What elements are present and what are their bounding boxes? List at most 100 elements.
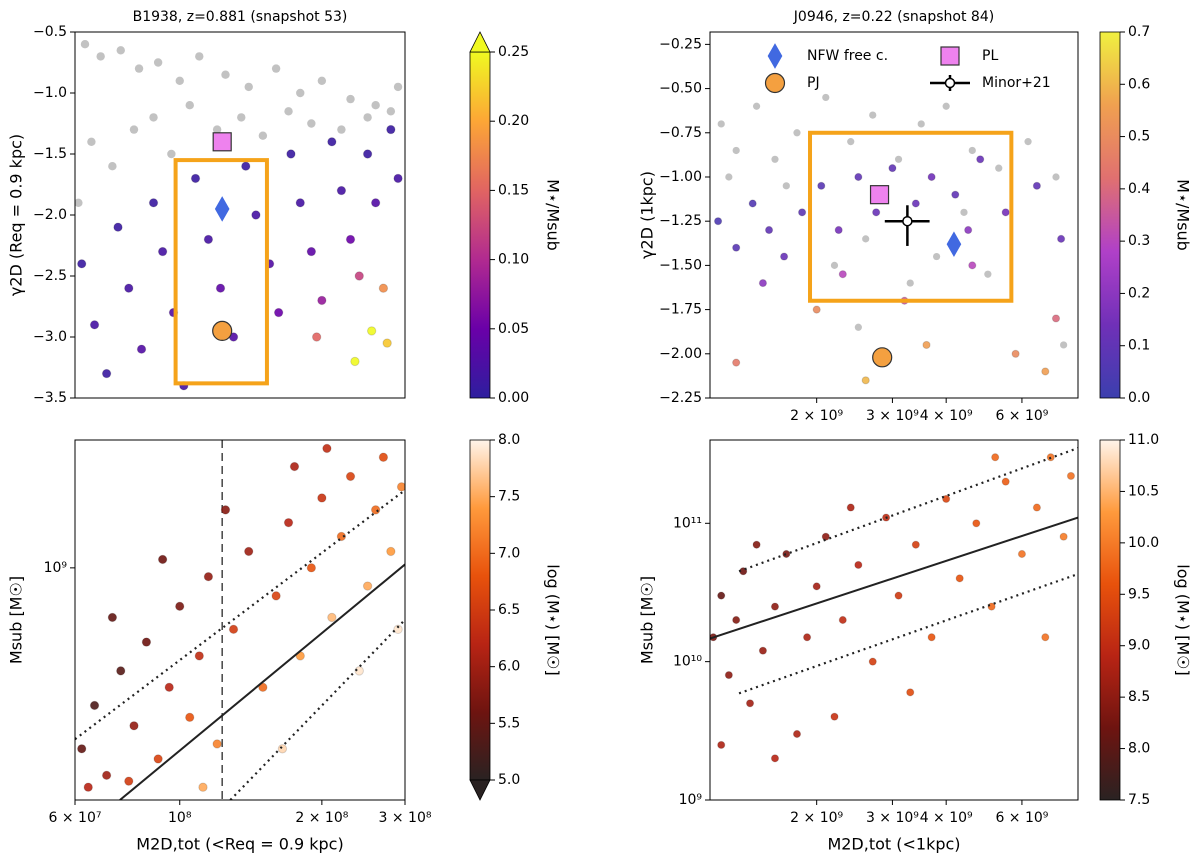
error-bar (930, 75, 970, 91)
point (124, 283, 134, 293)
axes-frame (709, 439, 1079, 801)
point (942, 102, 950, 110)
point (1059, 532, 1068, 541)
point (101, 770, 112, 781)
point (370, 198, 381, 208)
point (283, 517, 294, 528)
point (792, 729, 802, 739)
point (108, 162, 117, 171)
marker (212, 320, 233, 341)
point (732, 615, 741, 625)
point (306, 563, 317, 573)
y-tick-label: −3.5 (33, 390, 67, 406)
point (77, 744, 87, 754)
point (113, 222, 123, 232)
point (354, 666, 364, 676)
colorbar-tick-label: 10.5 (1128, 483, 1159, 499)
fit-line (119, 563, 405, 800)
fit-line (229, 618, 405, 800)
point (153, 58, 163, 67)
point (717, 591, 726, 600)
point (101, 368, 112, 379)
x-tick-label: 2 × 10⁹ (790, 408, 843, 424)
point (922, 340, 931, 350)
point (838, 270, 847, 279)
fit-line (710, 516, 1078, 640)
point (764, 225, 774, 235)
colorbar-label: log (M⋆) [M☉] (544, 564, 563, 676)
y-tick-label: −0.50 (659, 81, 702, 97)
point (167, 149, 176, 159)
point (1032, 181, 1041, 190)
point (149, 113, 158, 122)
point (378, 283, 389, 293)
point (732, 243, 741, 252)
point (228, 624, 239, 635)
point (1052, 173, 1060, 181)
point (1066, 471, 1076, 481)
plot-area (713, 93, 1068, 385)
point (798, 208, 807, 217)
colorbar (469, 439, 491, 781)
marker (869, 185, 890, 205)
point (350, 356, 360, 367)
point (717, 120, 725, 128)
colorbar-tick-label: 0.3 (1128, 233, 1150, 249)
y-tick-label: −0.5 (33, 24, 67, 40)
point (960, 208, 968, 216)
legend-label: NFW free c. (807, 48, 888, 64)
point (345, 471, 356, 482)
point (927, 172, 936, 182)
point (1001, 208, 1010, 217)
colorbar-label: M⋆/Msub (544, 179, 563, 251)
point (271, 64, 281, 73)
colorbar-tick-label: 0.05 (498, 321, 529, 337)
x-tick-label: 6 × 10⁷ (49, 810, 102, 826)
colorbar-tick-label: 7.5 (1128, 792, 1150, 808)
fit-line (738, 572, 1078, 695)
colorbar-label: M⋆/Msub (1174, 179, 1193, 251)
point (317, 295, 327, 306)
point (83, 782, 93, 792)
x-tick-label: 3 × 10⁹ (866, 810, 919, 826)
point (770, 602, 780, 611)
legend-label: PL (982, 48, 998, 64)
colorbar-tick-label: 7.5 (498, 489, 520, 505)
point (911, 540, 920, 549)
point (396, 482, 405, 492)
plot-area (710, 446, 1078, 763)
colorbar-extend (469, 779, 491, 801)
colorbar (469, 51, 491, 399)
y-tick-label: −2.25 (659, 390, 702, 406)
colorbar-tick-label: 8.0 (498, 432, 520, 448)
x-tick-label: 10⁸ (168, 810, 192, 826)
y-axis-label: Msub [M☉] (638, 576, 657, 664)
y-axis-label: γ2D (Req = 0.9 kpc) (7, 134, 26, 296)
error-bar-center (944, 77, 956, 89)
colorbar-label: log (M⋆) [M☉] (1174, 564, 1193, 676)
point (817, 181, 826, 190)
point (220, 505, 231, 515)
point (771, 155, 779, 163)
point (198, 782, 208, 792)
point (927, 633, 936, 642)
fit-line (738, 446, 1078, 573)
marker (212, 132, 232, 152)
point (363, 113, 372, 122)
point (732, 146, 740, 155)
point (89, 700, 100, 711)
selection-box (173, 158, 269, 386)
y-tick-label: 10¹¹ (673, 515, 702, 531)
point (295, 198, 305, 208)
point (215, 283, 226, 293)
point (854, 172, 863, 182)
point (190, 173, 201, 184)
colorbar-tick-label: 0.15 (498, 182, 529, 198)
point (894, 591, 903, 600)
y-tick-label: 10⁹ (679, 792, 703, 808)
point (1060, 341, 1068, 349)
colorbar-tick-label: 0.20 (498, 113, 529, 129)
point (1051, 314, 1061, 323)
y-tick-label: −1.25 (659, 213, 702, 229)
